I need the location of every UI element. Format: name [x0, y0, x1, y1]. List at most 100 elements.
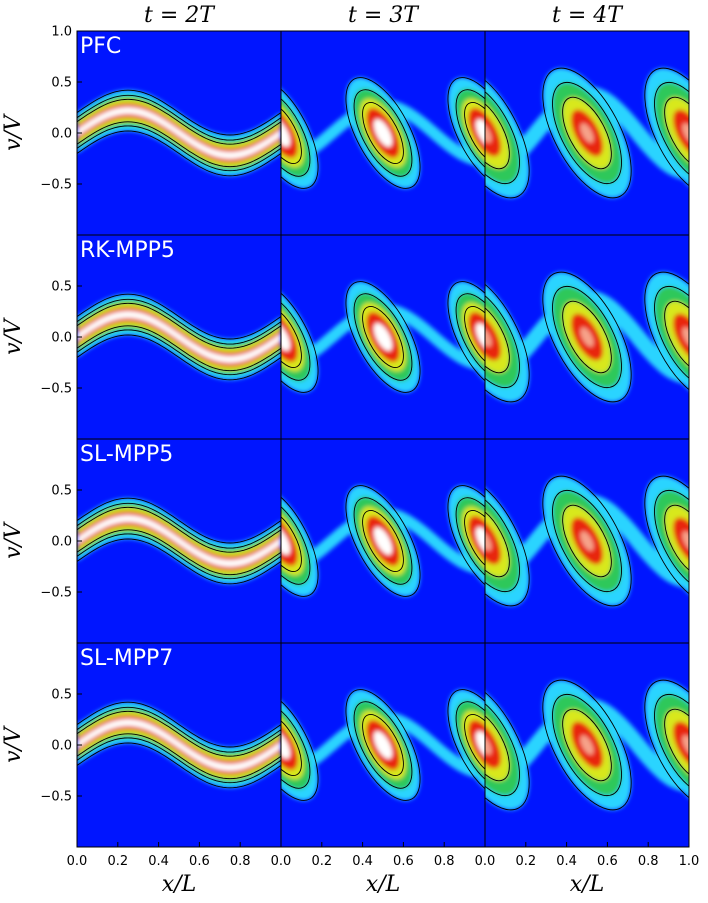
x-axis-label: x/L — [570, 872, 604, 897]
contour-line — [345, 77, 421, 189]
x-tick-label: 1.0 — [679, 854, 700, 869]
x-axis-label: x/L — [366, 872, 400, 897]
contour-line — [455, 701, 485, 789]
panel-t4-pfc — [485, 31, 689, 235]
contour-line — [281, 306, 302, 368]
filament-arm — [681, 571, 689, 588]
contour-line — [485, 300, 510, 374]
panel-t4-rk-mpp5 — [485, 235, 689, 439]
contour-line — [464, 102, 485, 164]
vortex-core — [580, 735, 594, 755]
x-tick-label: 0.6 — [597, 854, 618, 869]
vortex-core — [373, 323, 393, 351]
contour-line — [77, 706, 281, 784]
contour-line — [542, 271, 632, 403]
contour-line — [455, 89, 485, 177]
vortex-core — [580, 327, 594, 347]
x-tick-label: 0.4 — [556, 854, 577, 869]
vortex-core — [468, 312, 485, 362]
row-label-pfc: PFC — [80, 34, 121, 59]
column-title: t = 3T — [348, 3, 420, 28]
contour-line — [644, 679, 689, 811]
contour-line — [447, 77, 485, 189]
contour-line — [644, 475, 689, 607]
contour-line — [353, 497, 413, 585]
column-title: t = 4T — [552, 3, 624, 28]
density-band — [77, 719, 281, 771]
y-tick-label: 0.5 — [51, 280, 72, 295]
panel-t2-sl-mpp7 — [77, 643, 281, 847]
contour-line — [654, 285, 689, 389]
x-axes: 0.0 0.2 0.4 0.6 0.8 x/L 0.0 0.2 0.4 0.6 0.8 x/L 0.0 0… — [67, 842, 700, 897]
contour-line — [345, 689, 421, 801]
contour-line — [664, 96, 689, 170]
contour-line — [281, 701, 311, 789]
density-band — [77, 107, 281, 159]
x-axis-label: x/L — [162, 872, 196, 897]
panel-t2-sl-mpp5 — [77, 439, 281, 643]
row-label-sl-mpp5: SL-MPP5 — [80, 442, 173, 467]
y-tick-label: −0.5 — [40, 382, 72, 397]
vortex-core — [373, 119, 393, 147]
contour-line — [562, 96, 612, 170]
x-tick-label: 0.0 — [67, 854, 88, 869]
density-band — [77, 311, 281, 363]
y-tick-label: 0.5 — [51, 76, 72, 91]
contour-line — [281, 89, 311, 177]
contour-line — [485, 708, 510, 782]
contour-line — [644, 67, 689, 199]
vortex-core — [673, 313, 689, 361]
x-tick-label: 0.8 — [434, 854, 455, 869]
vortex-core — [373, 731, 393, 759]
contour-line — [485, 67, 530, 199]
contour-line — [552, 693, 622, 797]
contour-line — [644, 271, 689, 403]
contour-line — [542, 67, 632, 199]
contour-line — [362, 714, 404, 776]
contour-line — [353, 89, 413, 177]
y-tick-label: 0.0 — [51, 535, 72, 550]
filament-arm — [681, 163, 689, 180]
contour-line — [485, 285, 520, 389]
contour-line — [464, 306, 485, 368]
contour-line — [345, 281, 421, 393]
contour-line — [485, 475, 530, 607]
density-band — [77, 515, 281, 567]
vortex-core — [673, 721, 689, 769]
contour-line — [664, 504, 689, 578]
x-tick-label: 0.8 — [638, 854, 659, 869]
panel-t2-pfc — [77, 31, 281, 235]
y-tick-label: −0.5 — [40, 790, 72, 805]
y-tick-label: 0.0 — [51, 331, 72, 346]
contour-line — [77, 710, 281, 780]
contour-line — [562, 708, 612, 782]
x-tick-label: 0.2 — [107, 854, 128, 869]
y-tick-label: 0.5 — [51, 688, 72, 703]
row-label-rk-mpp5: RK-MPP5 — [80, 238, 175, 263]
panel-grid: PFC RK-MPP5 SL-MPP5 SL-MPP7 — [76, 30, 690, 848]
contour-line — [485, 96, 510, 170]
y-tick-label: 0.5 — [51, 484, 72, 499]
contour-line — [664, 300, 689, 374]
contour-line — [353, 293, 413, 381]
filament-arm — [681, 775, 689, 792]
contour-line — [542, 679, 632, 811]
contour-line — [77, 293, 281, 381]
contour-line — [485, 693, 520, 797]
x-tick-label: 0.4 — [352, 854, 373, 869]
contour-line — [281, 689, 319, 801]
vortex-core — [580, 531, 594, 551]
panel-t4-sl-mpp5 — [485, 439, 689, 643]
y-axis-label: v/V — [1, 113, 26, 151]
row-label-sl-mpp7: SL-MPP7 — [80, 646, 173, 671]
contour-line — [77, 302, 281, 372]
y-axis-label: v/V — [1, 725, 26, 763]
contour-line — [281, 714, 302, 776]
contour-line — [455, 497, 485, 585]
x-tick-label: 0.6 — [189, 854, 210, 869]
contour-line — [281, 77, 319, 189]
contour-line — [455, 293, 485, 381]
x-tick-label: 0.4 — [148, 854, 169, 869]
vortex-core — [475, 323, 485, 351]
